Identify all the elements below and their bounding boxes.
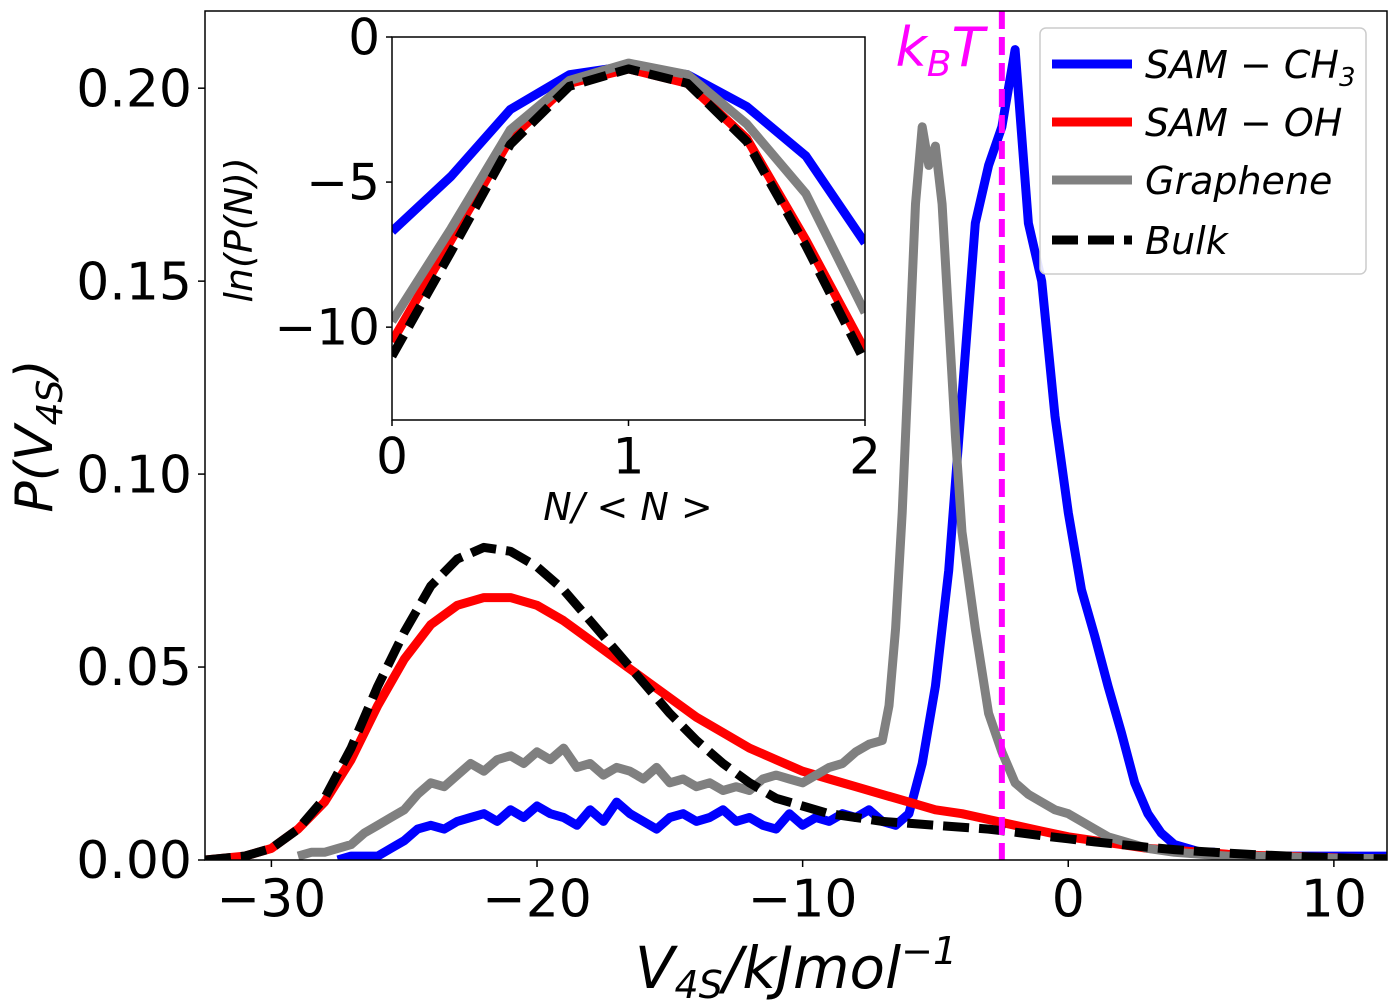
main-plot-area: −30 −20 −10 0 10 0.000.050.100.150.20 [76,10,1388,929]
main-x-tick-label: −10 [748,869,858,929]
main-y-tick-label: 0.15 [76,252,192,312]
main-y-tick-label: 0.20 [76,59,192,119]
legend-entry-sam-ch3: SAM − CH3 [1052,43,1356,93]
main-series-graphene [296,122,1387,860]
inset-y-axis-label: ln(P(N)) [217,157,261,302]
inset-x-axis-label: N/ < N > [543,485,713,529]
legend-label-sam-oh: SAM − OH [1145,101,1342,145]
kbt-annotation: kBT [896,16,989,85]
main-y-tick-label: 0.00 [76,831,192,891]
inset-x-tick-label: 0 [376,428,408,486]
main-x-tick-label: 10 [1301,869,1367,929]
inset-y-tick-label: −5 [306,154,380,212]
main-x-axis-label: V4S/kJmol−1 [635,929,957,1000]
inset-series-bulk [392,64,865,365]
legend: SAM − CH3 SAM − OH Graphene Bulk [1039,27,1367,275]
legend-entry-bulk: Bulk [1052,219,1230,263]
main-x-tick-label: 0 [1052,869,1085,929]
main-x-tick-label: −20 [482,869,592,929]
legend-label-sam-ch3: SAM − CH3 [1145,43,1356,93]
inset-y-tick-label: 0 [348,9,380,67]
inset-x-tick-label: 2 [849,428,881,486]
legend-entry-graphene: Graphene [1052,159,1332,203]
inset-y-tick-label: −10 [274,299,380,357]
main-x-tick-label: −30 [217,869,327,929]
inset-plot-area: 0 1 2 0 −5 −10 N/ < N > ln(P(N)) [217,9,881,530]
inset-x-tick-label: 1 [613,428,645,486]
main-y-tick-label: 0.05 [76,638,192,698]
main-series-bulk [205,542,1387,860]
legend-label-bulk: Bulk [1145,219,1230,263]
main-y-axis-label: P(V4S) [5,359,71,512]
legend-entry-sam-oh: SAM − OH [1052,101,1342,145]
main-series-sam-ch3 [336,45,1387,860]
legend-label-graphene: Graphene [1145,159,1332,203]
inset-series-graphene [392,58,865,324]
legend-box [1039,27,1367,275]
inset-background [392,37,865,420]
main-axes-frame [204,10,1388,861]
main-y-tick-label: 0.10 [76,445,192,505]
